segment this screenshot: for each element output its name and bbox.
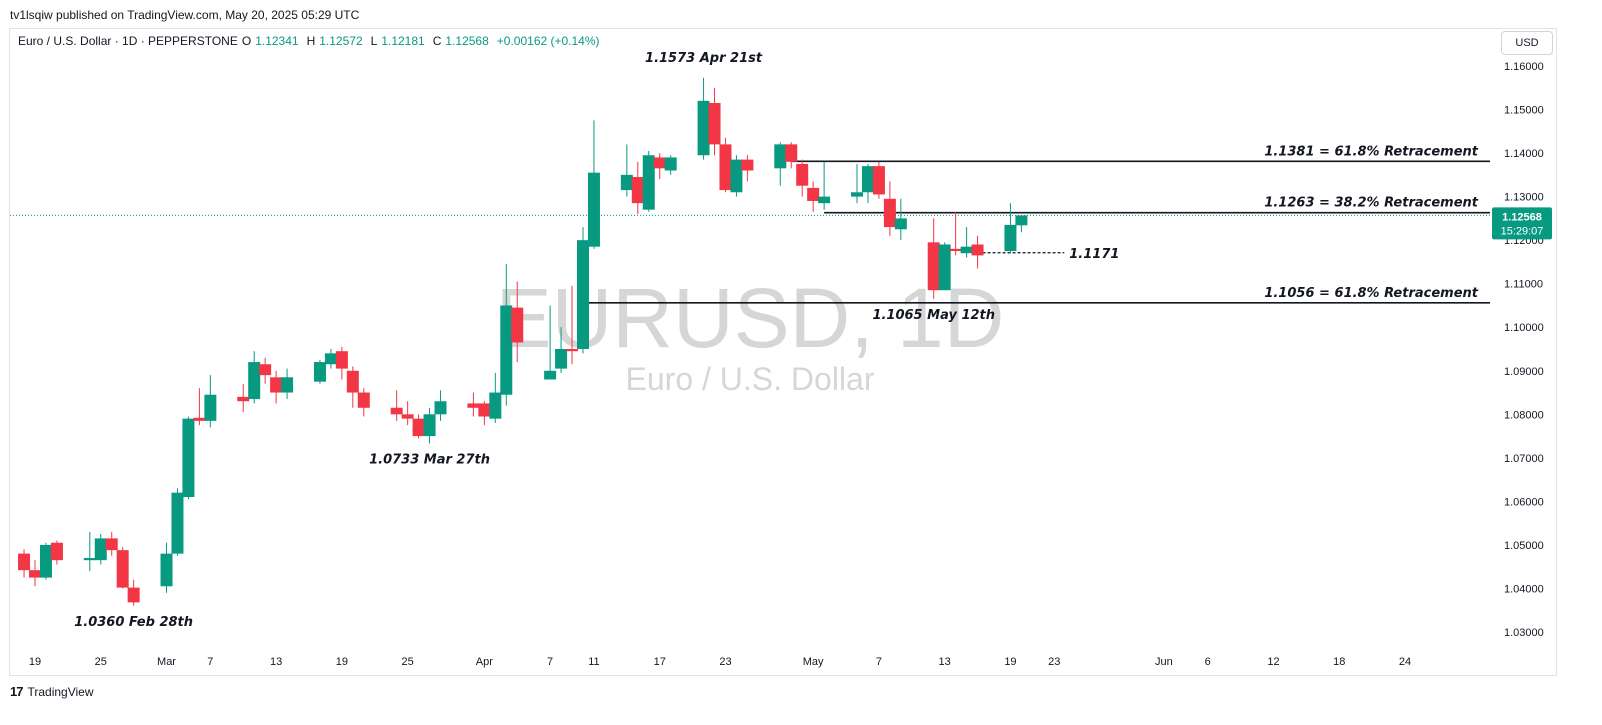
legend-high-label: H — [306, 34, 316, 48]
legend-high: 1.12572 — [319, 34, 363, 48]
brand-label: TradingView — [27, 684, 94, 699]
legend-change: +0.00162 (+0.14%) — [496, 34, 600, 48]
publisher-line: tv1lsqiw published on TradingView.com, M… — [10, 8, 360, 22]
legend-low: 1.12181 — [381, 34, 425, 48]
tradingview-brand[interactable]: 17 TradingView — [10, 684, 94, 699]
legend-open-label: O — [241, 34, 252, 48]
legend-low-label: L — [370, 34, 378, 48]
legend-close-label: C — [432, 34, 442, 48]
legend-open: 1.12341 — [255, 34, 299, 48]
tradingview-logo-icon: 17 — [10, 684, 24, 699]
currency-button[interactable]: USD — [1501, 31, 1553, 55]
legend-symbol: Euro / U.S. Dollar · 1D · PEPPERSTONE — [18, 34, 238, 48]
legend-close: 1.12568 — [445, 34, 489, 48]
chart-frame — [9, 28, 1557, 676]
